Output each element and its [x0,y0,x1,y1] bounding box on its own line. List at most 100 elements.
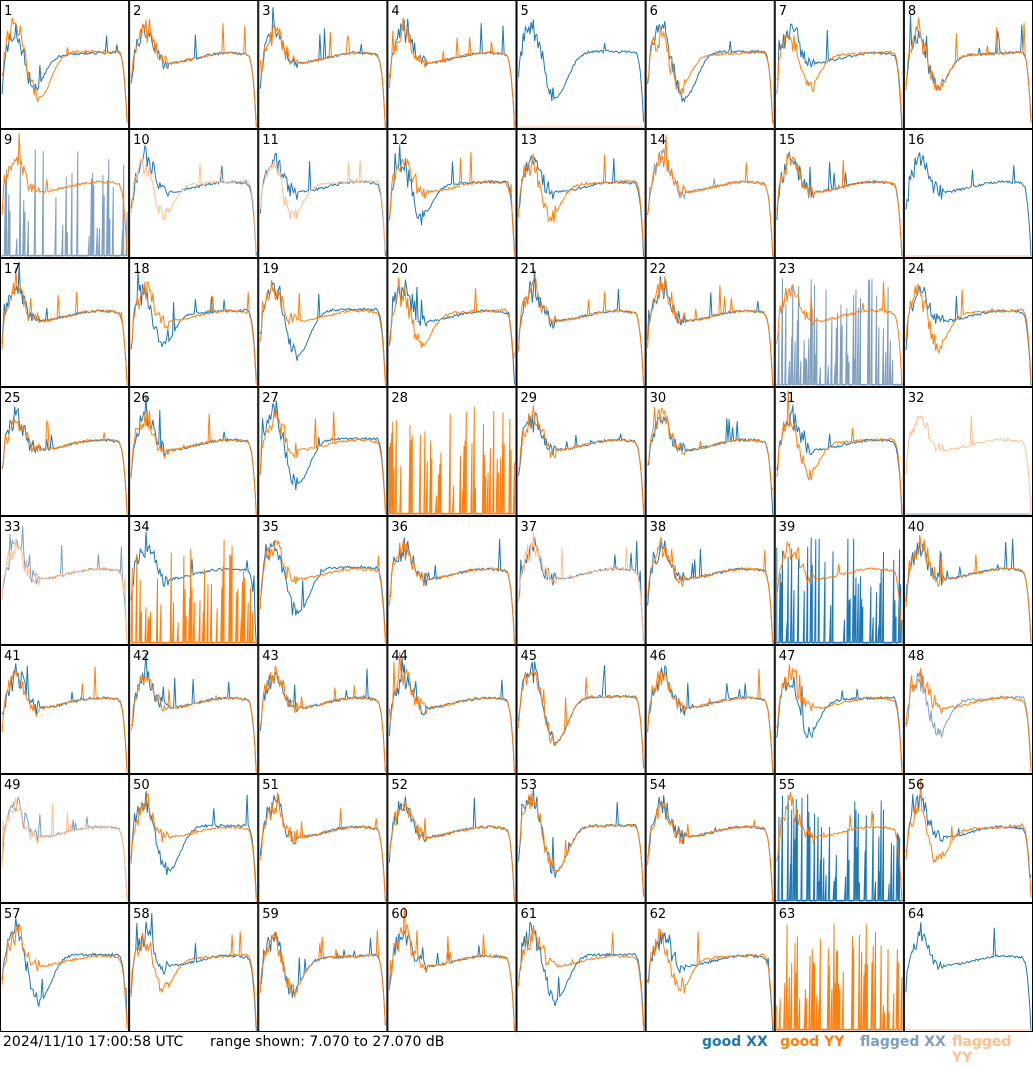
series-yy-31 [776,390,903,511]
panel-label: 6 [650,4,658,19]
series-xx-5 [518,19,645,122]
panel-frame [774,387,904,516]
panel-frame [645,903,775,1032]
panel-21: 21 [516,258,646,387]
panel-frame [516,0,646,129]
panel-frame [387,0,517,129]
panel-frame [129,129,259,258]
panel-6: 6 [645,0,775,129]
panel-frame [774,0,904,129]
panel-label: 2 [133,4,141,19]
series-xx-7 [776,23,903,128]
panel-frame [645,258,775,387]
panel-42: 42 [129,645,259,774]
panel-frame [645,645,775,774]
panel-11: 11 [258,129,388,258]
panel-label: 42 [133,649,150,664]
panel-label: 19 [262,262,279,277]
panel-label: 41 [4,649,21,664]
series-yy-23 [776,281,903,385]
panel-19: 19 [258,258,388,387]
panel-frame [129,774,259,903]
series-xx-34 [130,532,257,644]
panel-label: 32 [908,391,925,406]
panel-label: 22 [650,262,667,277]
series-yy-28 [388,406,515,515]
panel-frame [387,774,517,903]
panel-label: 28 [391,391,408,406]
panel-label: 55 [779,778,796,793]
panel-label: 9 [4,133,12,148]
series-yy-61 [518,924,645,1031]
panel-label: 59 [262,907,279,922]
panel-57: 57 [0,903,130,1032]
panel-frame [129,903,259,1032]
panel-label: 31 [779,391,796,406]
panel-31: 31 [774,387,904,516]
panel-frame [387,903,517,1032]
panel-frame [645,129,775,258]
panel-label: 14 [650,133,667,148]
series-yy-19 [259,282,386,386]
series-xx-14 [647,148,774,257]
series-yy-40 [905,535,1032,643]
series-xx-22 [647,276,774,386]
series-xx-59 [260,931,386,1026]
panel-60: 60 [387,903,517,1032]
panel-label: 34 [133,520,150,535]
series-yy-4 [388,17,515,128]
panel-frame [0,258,130,387]
series-yy-17 [1,267,128,386]
panel-54: 54 [645,774,775,903]
series-yy-21 [518,276,645,386]
panel-14: 14 [645,129,775,258]
panel-label: 61 [521,907,538,922]
series-yy-42 [130,674,257,773]
panel-frame [516,129,646,258]
series-yy-2 [130,18,257,128]
panel-frame [0,0,130,129]
panel-frame [903,129,1033,258]
panel-frame [903,645,1033,774]
panel-33: 33 [0,516,130,645]
panel-40: 40 [903,516,1033,645]
panel-label: 64 [908,907,925,922]
series-yy-14 [647,135,774,256]
panel-label: 52 [391,778,408,793]
legend-good-xx: good XX [702,1034,768,1050]
panel-label: 58 [133,907,150,922]
panel-frame [516,387,646,516]
panel-frame [129,258,259,387]
series-xx-10 [130,144,257,256]
series-xx-47 [776,676,903,767]
panel-58: 58 [129,903,259,1032]
panel-45: 45 [516,645,646,774]
panel-label: 29 [521,391,538,406]
range-label: range shown: 7.070 to 27.070 dB [210,1034,445,1050]
series-yy-39 [776,541,903,644]
panel-frame [516,258,646,387]
panel-label: 4 [391,4,399,19]
panel-frame [645,516,775,645]
panel-1: 1 [0,0,130,129]
panel-label: 26 [133,391,150,406]
panel-label: 17 [4,262,21,277]
panel-frame [258,774,388,903]
panel-label: 12 [391,133,408,148]
panel-label: 7 [779,4,787,19]
panel-frame [129,0,259,129]
panel-frame [0,903,130,1032]
panel-label: 39 [779,520,796,535]
panel-8: 8 [903,0,1033,129]
panel-51: 51 [258,774,388,903]
series-xx-62 [647,931,774,1031]
series-yy-3 [259,23,386,128]
panel-frame [903,903,1033,1032]
panel-4: 4 [387,0,517,129]
panel-frame [645,0,775,129]
series-yy-25 [1,416,128,515]
legend-good-yy: good YY [780,1034,845,1050]
panel-frame [903,516,1033,645]
panel-label: 37 [521,520,538,535]
panel-label: 33 [4,520,21,535]
